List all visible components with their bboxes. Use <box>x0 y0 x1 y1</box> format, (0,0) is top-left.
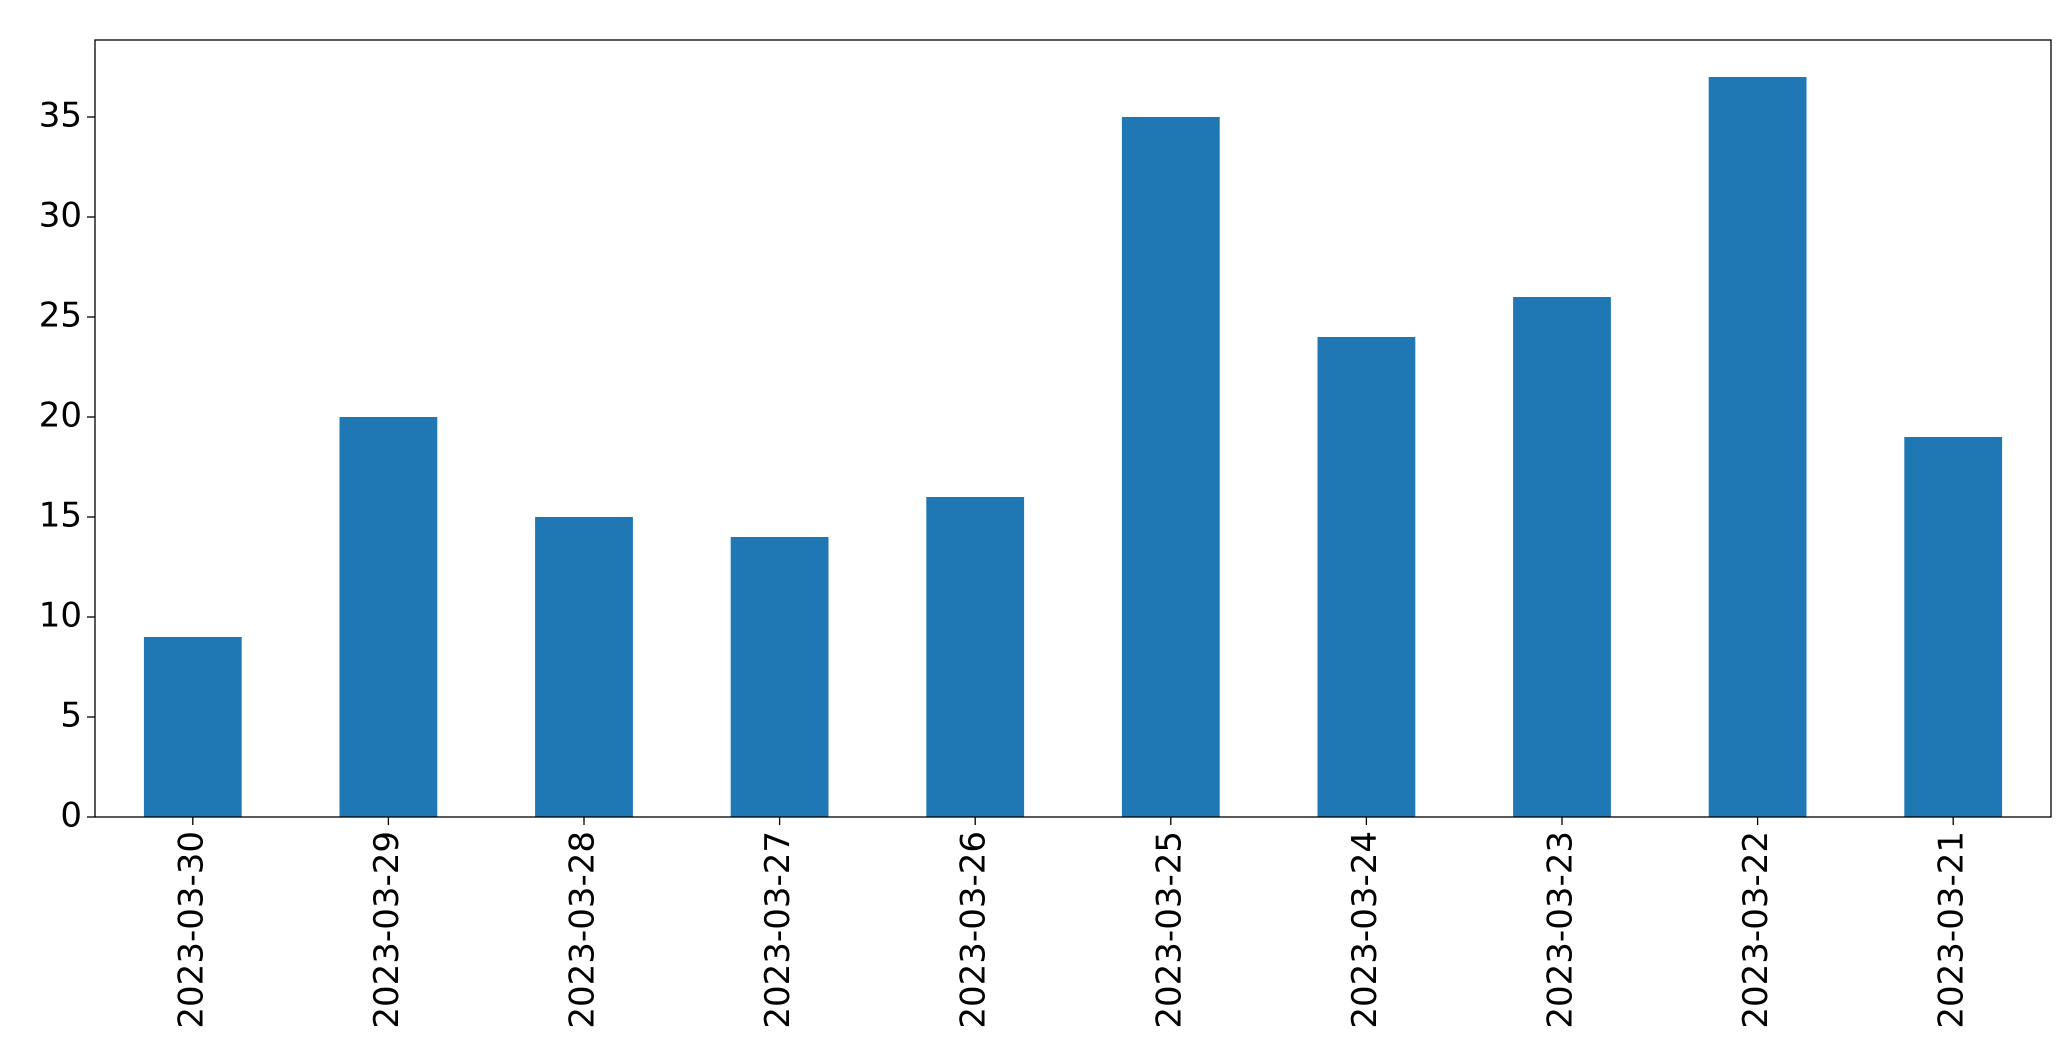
x-tick-label: 2023-03-26 <box>954 831 994 1029</box>
bar <box>1317 337 1416 817</box>
x-tick-label: 2023-03-25 <box>1149 831 1189 1029</box>
x-tick-label: 2023-03-22 <box>1736 831 1776 1029</box>
y-tick-label: 30 <box>39 196 82 236</box>
bar <box>730 537 829 817</box>
bar <box>1904 437 2003 817</box>
y-tick-label: 25 <box>39 296 82 336</box>
y-tick-label: 10 <box>39 596 82 636</box>
x-tick-label: 2023-03-24 <box>1345 831 1385 1029</box>
bar <box>926 497 1025 817</box>
x-tick-label: 2023-03-30 <box>171 831 211 1029</box>
x-tick-label: 2023-03-23 <box>1541 831 1581 1029</box>
bar <box>339 417 438 817</box>
x-tick-label: 2023-03-29 <box>367 831 407 1029</box>
plot-frame <box>94 39 2052 818</box>
bar <box>535 517 633 817</box>
y-tick-label: 15 <box>39 496 82 536</box>
bar <box>1121 117 1220 817</box>
bar <box>143 637 242 817</box>
bar <box>1708 77 1807 817</box>
y-tick-label: 35 <box>39 96 82 136</box>
bar <box>1513 297 1611 817</box>
x-tick-label: 2023-03-21 <box>1932 831 1972 1029</box>
x-tick-label: 2023-03-27 <box>758 831 798 1029</box>
y-tick-label: 5 <box>60 696 82 736</box>
y-tick-label: 20 <box>39 396 82 436</box>
y-tick-label: 0 <box>60 796 82 836</box>
x-tick-label: 2023-03-28 <box>563 831 603 1029</box>
